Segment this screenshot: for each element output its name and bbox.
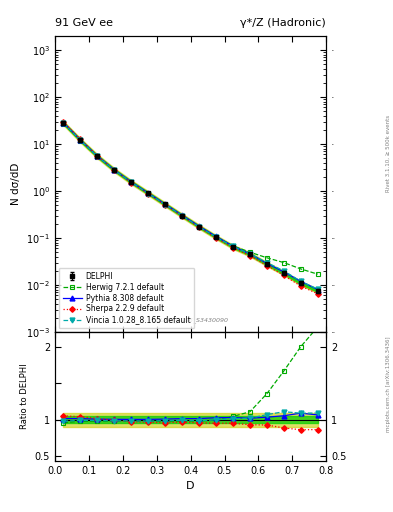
Vincia 1.0.28_8.165 default bbox=[163, 202, 167, 208]
Sherpa 2.2.9 default bbox=[231, 245, 235, 251]
Herwig 7.2.1 default bbox=[214, 234, 219, 240]
Pythia 8.308 default bbox=[180, 212, 184, 218]
Vincia 1.0.28_8.165 default bbox=[264, 260, 269, 266]
Vincia 1.0.28_8.165 default bbox=[95, 153, 100, 159]
Herwig 7.2.1 default bbox=[180, 213, 184, 219]
Y-axis label: N dσ/dD: N dσ/dD bbox=[11, 163, 20, 205]
Sherpa 2.2.9 default bbox=[298, 283, 303, 289]
Pythia 8.308 default bbox=[231, 243, 235, 249]
Pythia 8.308 default bbox=[146, 190, 151, 196]
Vincia 1.0.28_8.165 default bbox=[180, 212, 184, 219]
Vincia 1.0.28_8.165 default bbox=[61, 120, 66, 126]
Herwig 7.2.1 default bbox=[298, 266, 303, 272]
Line: Pythia 8.308 default: Pythia 8.308 default bbox=[61, 120, 320, 292]
Sherpa 2.2.9 default bbox=[197, 224, 202, 230]
Sherpa 2.2.9 default bbox=[146, 191, 151, 197]
Text: γ*/Z (Hadronic): γ*/Z (Hadronic) bbox=[241, 18, 326, 28]
Herwig 7.2.1 default bbox=[61, 121, 66, 127]
Vincia 1.0.28_8.165 default bbox=[112, 167, 117, 174]
Pythia 8.308 default bbox=[214, 233, 219, 240]
Y-axis label: Ratio to DELPHI: Ratio to DELPHI bbox=[20, 364, 29, 429]
Sherpa 2.2.9 default bbox=[214, 235, 219, 241]
Herwig 7.2.1 default bbox=[281, 260, 286, 266]
Herwig 7.2.1 default bbox=[146, 190, 151, 197]
Vincia 1.0.28_8.165 default bbox=[197, 224, 202, 230]
Text: DELPHI_1996_S3430090: DELPHI_1996_S3430090 bbox=[152, 317, 229, 323]
Sherpa 2.2.9 default bbox=[163, 202, 167, 208]
Herwig 7.2.1 default bbox=[78, 138, 83, 144]
Herwig 7.2.1 default bbox=[197, 224, 202, 230]
Sherpa 2.2.9 default bbox=[281, 272, 286, 279]
Pythia 8.308 default bbox=[163, 201, 167, 207]
Pythia 8.308 default bbox=[298, 278, 303, 284]
Legend: DELPHI, Herwig 7.2.1 default, Pythia 8.308 default, Sherpa 2.2.9 default, Vincia: DELPHI, Herwig 7.2.1 default, Pythia 8.3… bbox=[59, 268, 194, 328]
Line: Sherpa 2.2.9 default: Sherpa 2.2.9 default bbox=[62, 120, 320, 296]
Sherpa 2.2.9 default bbox=[61, 119, 66, 125]
Vincia 1.0.28_8.165 default bbox=[129, 179, 134, 185]
Sherpa 2.2.9 default bbox=[129, 180, 134, 186]
Pythia 8.308 default bbox=[129, 179, 134, 185]
Pythia 8.308 default bbox=[78, 137, 83, 143]
Herwig 7.2.1 default bbox=[264, 254, 269, 261]
Vincia 1.0.28_8.165 default bbox=[281, 268, 286, 274]
Sherpa 2.2.9 default bbox=[315, 291, 320, 297]
Pythia 8.308 default bbox=[315, 287, 320, 293]
Line: Vincia 1.0.28_8.165 default: Vincia 1.0.28_8.165 default bbox=[61, 121, 320, 291]
Text: 91 GeV ee: 91 GeV ee bbox=[55, 18, 113, 28]
Sherpa 2.2.9 default bbox=[78, 136, 83, 142]
Vincia 1.0.28_8.165 default bbox=[146, 190, 151, 197]
Pythia 8.308 default bbox=[264, 260, 269, 266]
Pythia 8.308 default bbox=[248, 251, 252, 257]
Pythia 8.308 default bbox=[95, 153, 100, 159]
Vincia 1.0.28_8.165 default bbox=[298, 278, 303, 284]
Sherpa 2.2.9 default bbox=[112, 167, 117, 173]
Sherpa 2.2.9 default bbox=[248, 252, 252, 259]
Pythia 8.308 default bbox=[281, 269, 286, 275]
Vincia 1.0.28_8.165 default bbox=[248, 251, 252, 257]
Text: Rivet 3.1.10, ≥ 500k events: Rivet 3.1.10, ≥ 500k events bbox=[386, 115, 391, 192]
Text: mcplots.cern.ch [arXiv:1306.3436]: mcplots.cern.ch [arXiv:1306.3436] bbox=[386, 336, 391, 432]
Vincia 1.0.28_8.165 default bbox=[231, 243, 235, 249]
Herwig 7.2.1 default bbox=[231, 243, 235, 249]
Herwig 7.2.1 default bbox=[129, 179, 134, 185]
Sherpa 2.2.9 default bbox=[95, 153, 100, 159]
Sherpa 2.2.9 default bbox=[180, 213, 184, 219]
Pythia 8.308 default bbox=[112, 167, 117, 173]
Vincia 1.0.28_8.165 default bbox=[315, 286, 320, 292]
Pythia 8.308 default bbox=[61, 119, 66, 125]
Herwig 7.2.1 default bbox=[315, 271, 320, 278]
Herwig 7.2.1 default bbox=[248, 249, 252, 255]
Vincia 1.0.28_8.165 default bbox=[78, 137, 83, 143]
Line: Herwig 7.2.1 default: Herwig 7.2.1 default bbox=[61, 121, 320, 276]
Vincia 1.0.28_8.165 default bbox=[214, 234, 219, 240]
X-axis label: D: D bbox=[186, 481, 195, 491]
Herwig 7.2.1 default bbox=[95, 154, 100, 160]
Herwig 7.2.1 default bbox=[112, 167, 117, 174]
Herwig 7.2.1 default bbox=[163, 202, 167, 208]
Pythia 8.308 default bbox=[197, 223, 202, 229]
Sherpa 2.2.9 default bbox=[264, 263, 269, 269]
